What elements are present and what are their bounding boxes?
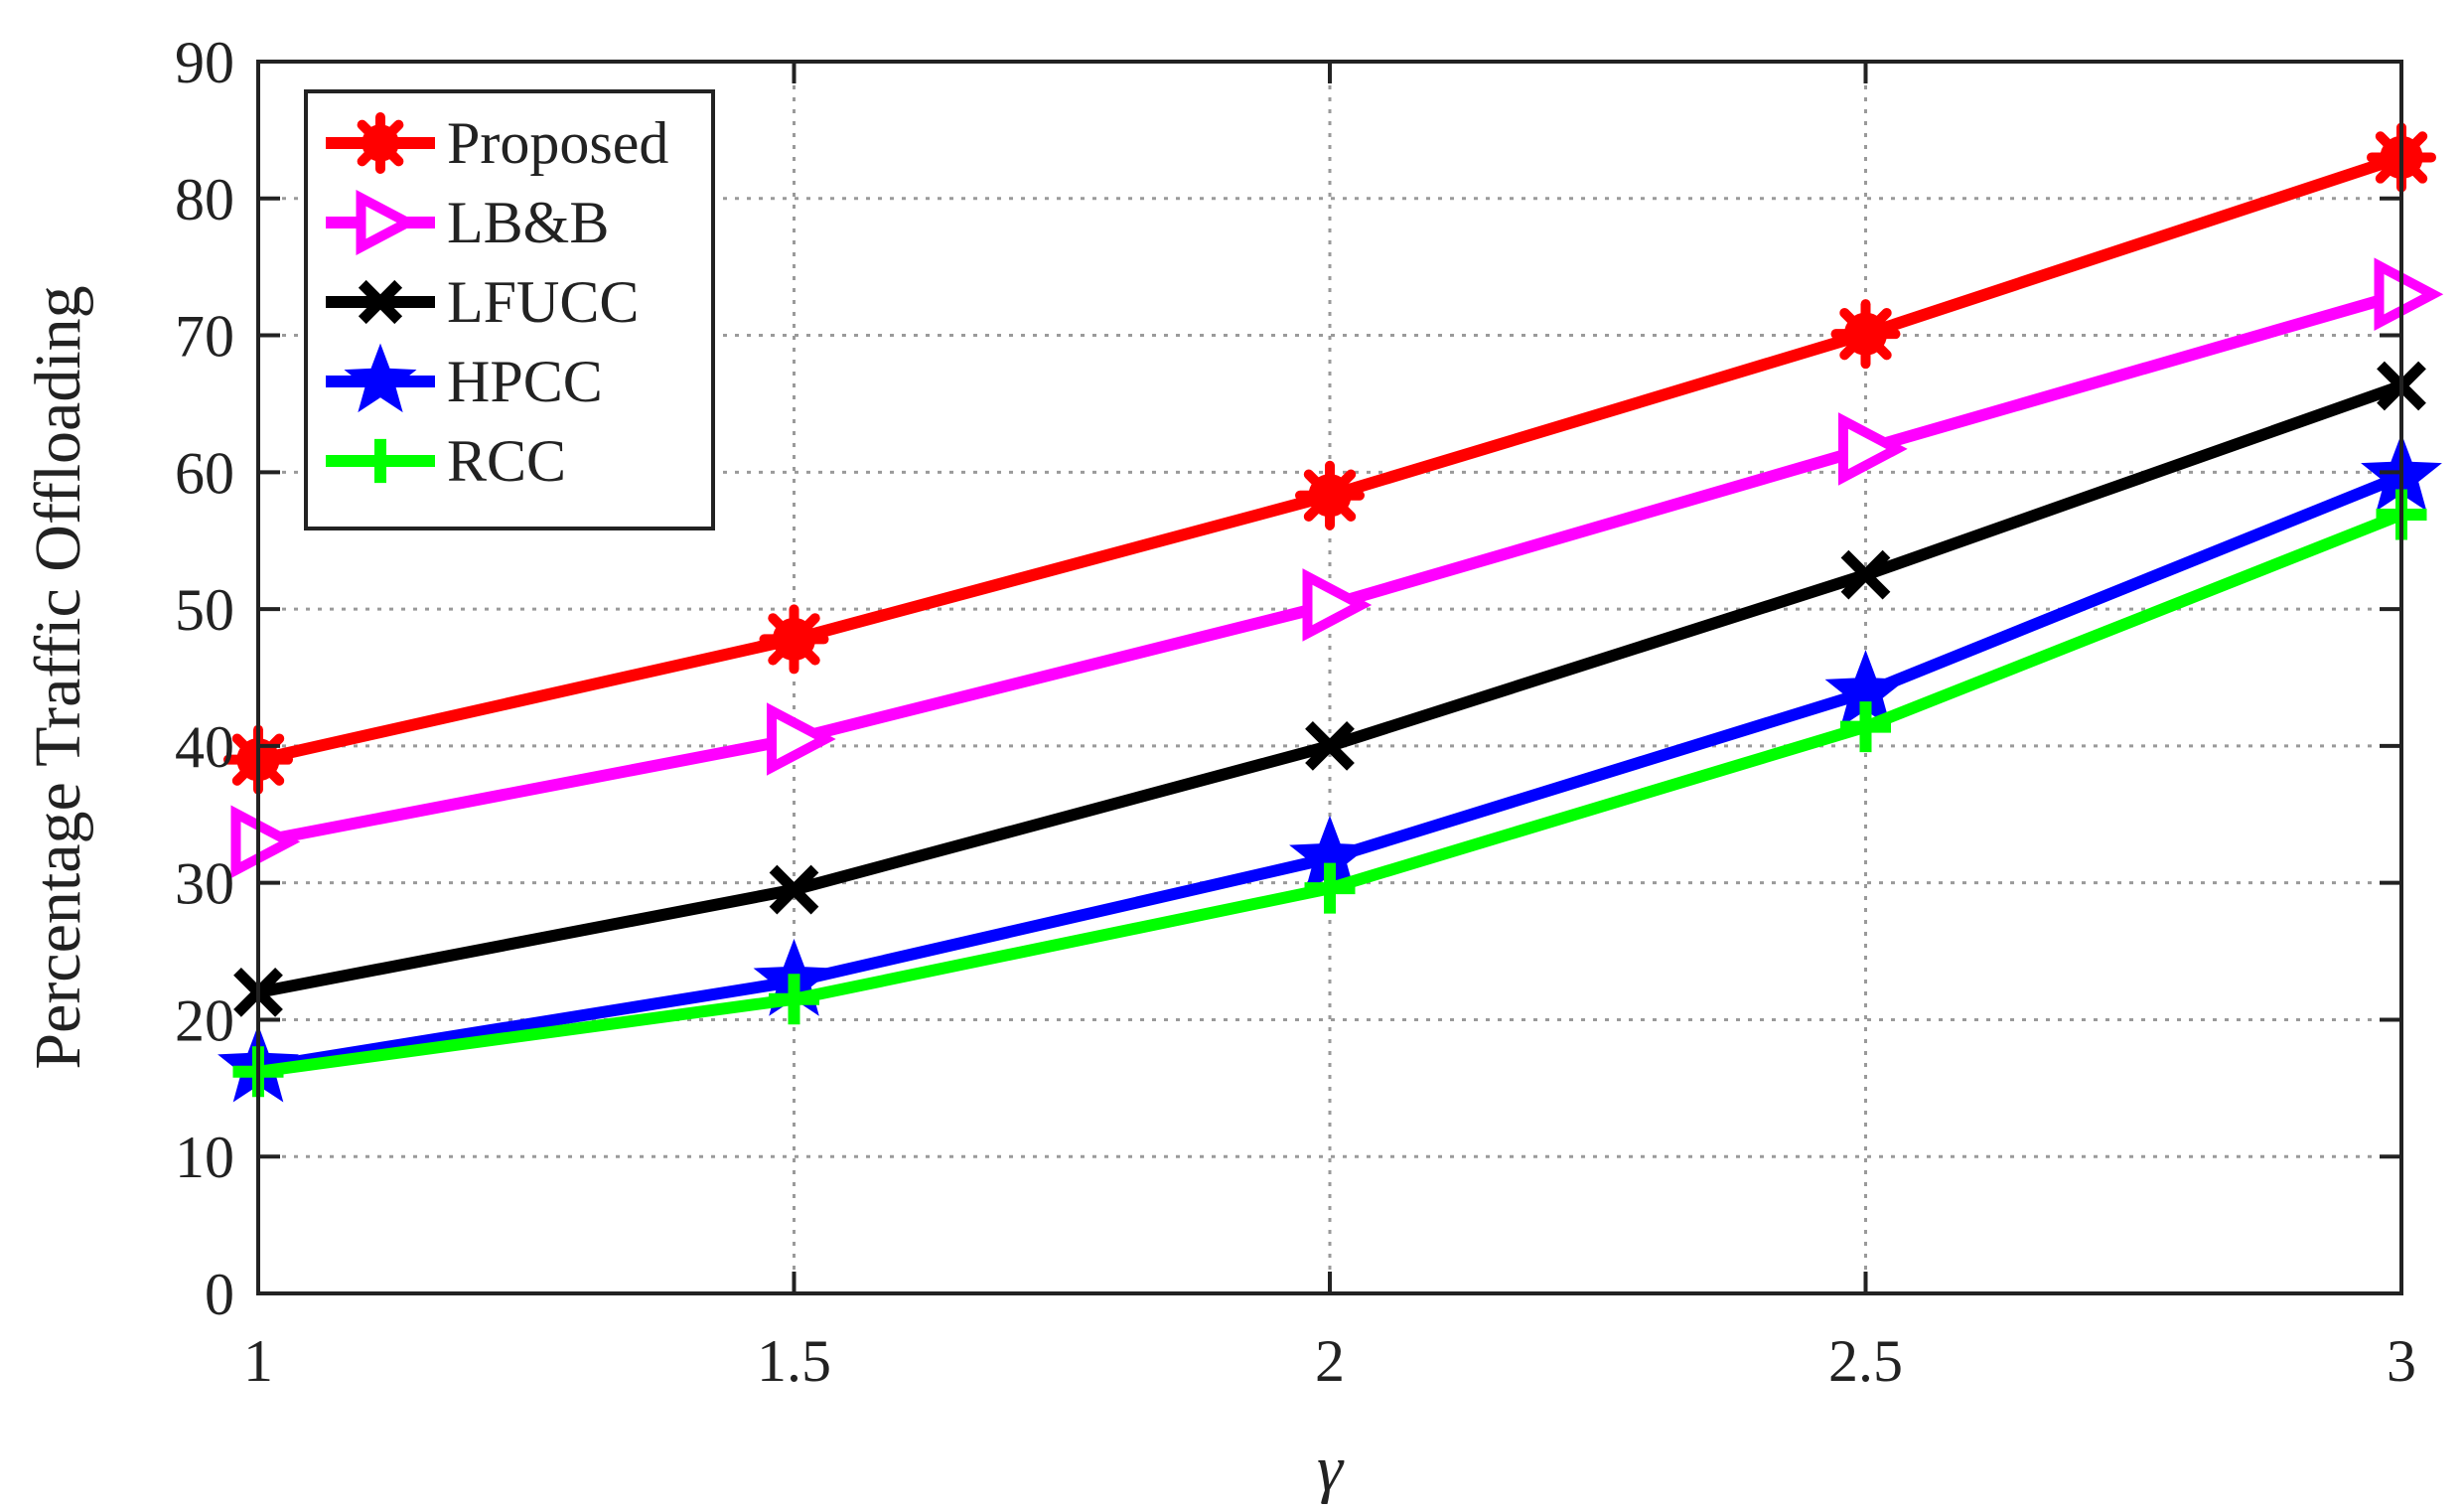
data-point-lfucc xyxy=(1305,720,1355,771)
data-point-proposed xyxy=(1295,460,1365,530)
x-axis-title: γ xyxy=(1317,1433,1345,1505)
legend-marker-hpcc xyxy=(344,343,417,413)
legend-marker-proposed xyxy=(350,112,411,174)
y-tick-label: 50 xyxy=(175,577,234,643)
data-point-rcc xyxy=(1840,701,1891,753)
y-tick-label: 30 xyxy=(175,851,234,917)
x-tick-labels: 1 1.5 2 2.5 3 xyxy=(243,1328,2416,1394)
legend-marker-lfucc xyxy=(358,279,403,325)
x-tick-label: 1 xyxy=(243,1328,273,1394)
legend-entry-lb-b: LB&B xyxy=(326,190,609,255)
x-tick-label: 2 xyxy=(1315,1328,1345,1394)
legend-label: RCC xyxy=(447,428,566,494)
data-point-proposed xyxy=(1830,299,1901,370)
x-tick-label: 2.5 xyxy=(1828,1328,1903,1394)
x-tick-label: 3 xyxy=(2387,1328,2416,1394)
y-tick-label: 80 xyxy=(175,167,234,232)
data-point-lb-b xyxy=(1302,568,1373,642)
data-point-lb-b xyxy=(767,702,836,776)
legend-marker-lb-b xyxy=(356,190,419,255)
axis-ticks xyxy=(256,60,2403,1295)
y-tick-label: 70 xyxy=(175,304,234,370)
data-point-proposed xyxy=(759,604,829,675)
grid-lines xyxy=(258,62,2401,1293)
legend-label: Proposed xyxy=(447,110,668,176)
y-tick-label: 10 xyxy=(175,1125,234,1190)
data-point-rcc xyxy=(769,974,819,1025)
y-tick-label: 90 xyxy=(175,30,234,95)
legend-entry-rcc: RCC xyxy=(326,428,566,494)
data-point-rcc xyxy=(1304,862,1356,914)
y-tick-label: 0 xyxy=(205,1262,234,1327)
data-point-lfucc xyxy=(769,864,819,915)
data-point-lb-b xyxy=(1838,412,1908,486)
series-lb-b xyxy=(230,257,2444,879)
legend-marker-rcc xyxy=(358,438,403,484)
legend-entry-hpcc: HPCC xyxy=(326,343,603,414)
legend-entry-proposed: Proposed xyxy=(326,110,668,176)
legend-label: LFUCC xyxy=(447,269,639,335)
data-point-lfucc xyxy=(1840,549,1891,600)
y-axis-title: Percentage Traffic Offloading xyxy=(22,285,94,1069)
y-tick-label: 20 xyxy=(175,987,234,1053)
y-tick-label: 40 xyxy=(175,714,234,780)
y-tick-label: 60 xyxy=(175,440,234,506)
data-point-lb-b xyxy=(2374,257,2444,332)
legend: Proposed LB&B LFUCC HPCC RCC xyxy=(304,89,715,530)
y-tick-labels: 0 10 20 30 40 50 60 70 80 90 xyxy=(175,30,234,1327)
data-point-lb-b xyxy=(230,805,301,879)
x-tick-label: 1.5 xyxy=(757,1328,831,1394)
legend-label: LB&B xyxy=(447,190,609,255)
legend-entry-lfucc: LFUCC xyxy=(326,269,639,335)
legend-label: HPCC xyxy=(447,349,603,414)
series-layer xyxy=(217,122,2444,1103)
